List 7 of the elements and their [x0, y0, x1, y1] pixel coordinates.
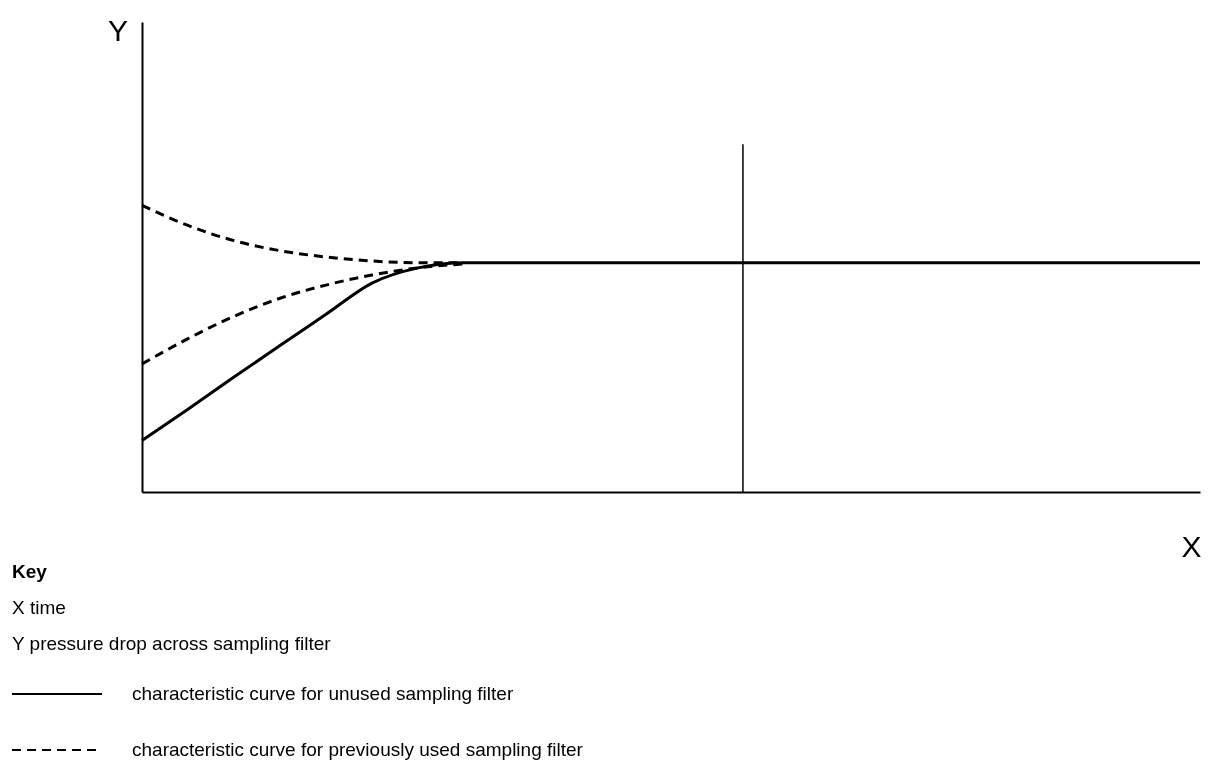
legend-label: characteristic curve for previously used sampling filter: [132, 739, 584, 760]
legend-label: characteristic curve for unused sampling filter: [132, 683, 514, 704]
text: Y pressure drop across sampling filter: [12, 633, 332, 654]
text: Key: [12, 561, 48, 582]
text: Y: [107, 14, 129, 47]
x-axis-title: X: [1181, 529, 1202, 563]
text: X time: [12, 597, 66, 618]
